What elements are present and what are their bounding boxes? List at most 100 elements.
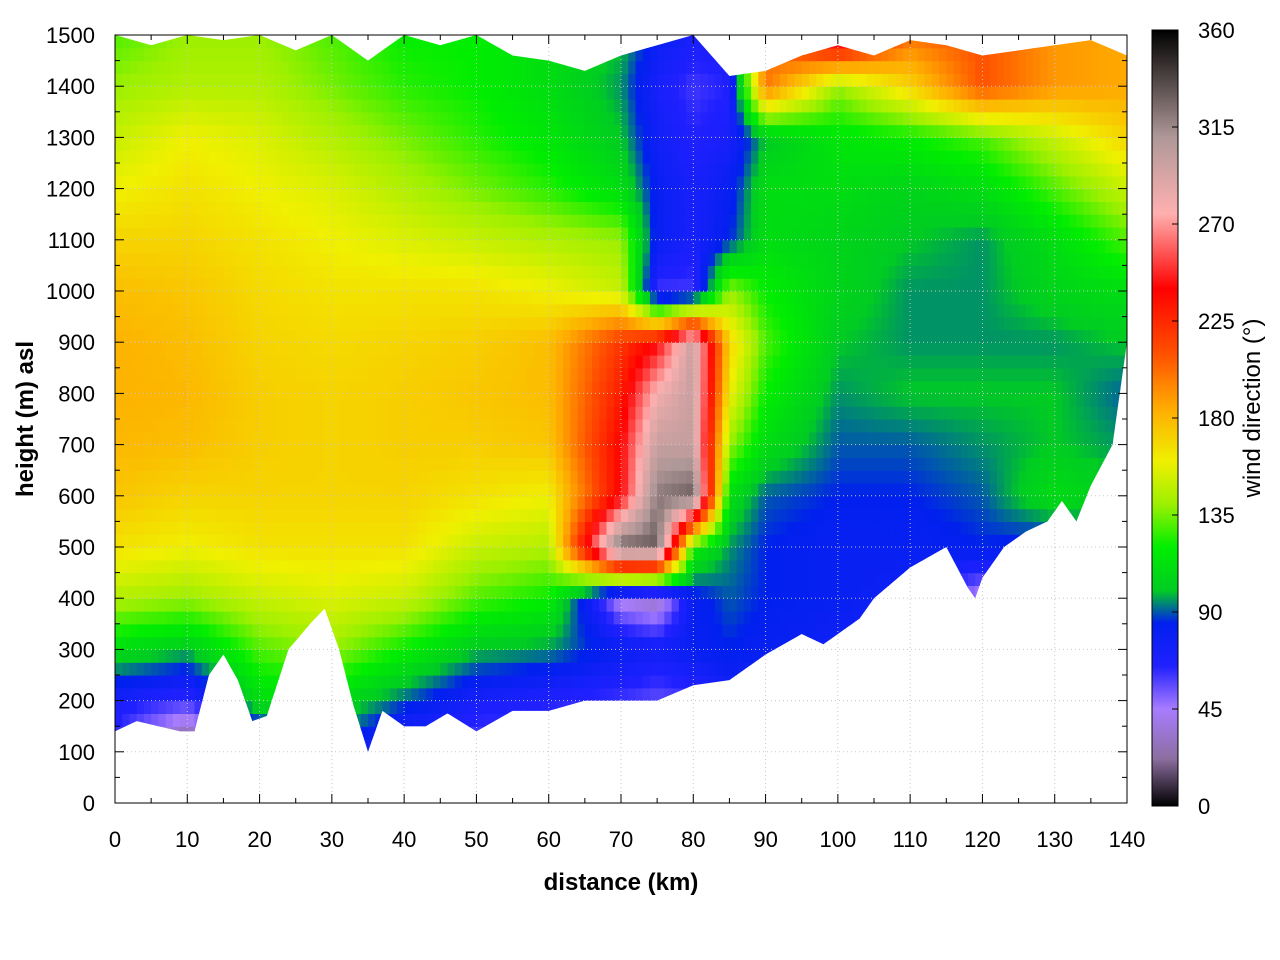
heatmap-cell <box>461 521 470 535</box>
heatmap-cell <box>411 726 420 740</box>
heatmap-cell <box>1004 393 1012 407</box>
heatmap-cell <box>346 355 355 369</box>
heatmap-cell <box>830 483 839 497</box>
heatmap-cell <box>346 393 355 407</box>
heatmap-cell <box>982 700 991 714</box>
heatmap-cell <box>165 431 174 446</box>
heatmap-cell <box>953 739 962 752</box>
heatmap-cell <box>498 790 506 803</box>
heatmap-cell <box>881 752 889 765</box>
heatmap-cell <box>194 431 203 446</box>
heatmap-cell <box>975 534 984 548</box>
heatmap-cell <box>1076 367 1085 382</box>
heatmap-cell <box>1025 419 1034 433</box>
heatmap-cell <box>758 611 767 625</box>
heatmap-cell <box>274 495 282 510</box>
heatmap-cell <box>541 777 549 790</box>
heatmap-cell <box>1011 559 1020 574</box>
heatmap-cell <box>418 649 427 663</box>
heatmap-cell <box>1061 662 1070 676</box>
heatmap-cell <box>549 790 557 803</box>
heatmap-cell <box>830 636 839 650</box>
heatmap-cell <box>1061 431 1070 446</box>
heatmap-cell <box>324 687 333 702</box>
heatmap-cell <box>418 406 427 420</box>
heatmap-cell <box>201 380 210 394</box>
heatmap-cell <box>700 495 709 510</box>
heatmap-cell <box>461 700 470 714</box>
heatmap-cell <box>1083 572 1092 586</box>
heatmap-cell <box>1105 675 1114 689</box>
heatmap-cell <box>527 380 535 394</box>
heatmap-cell <box>411 508 420 522</box>
heatmap-cell <box>1061 559 1070 574</box>
heatmap-cell <box>758 483 767 497</box>
heatmap-cell <box>216 585 225 599</box>
heatmap-cell <box>194 700 203 714</box>
heatmap-cell <box>556 777 564 790</box>
heatmap-cell <box>260 765 268 778</box>
heatmap-cell <box>642 636 651 650</box>
heatmap-cell <box>534 457 543 471</box>
heatmap-cell <box>397 752 405 765</box>
heatmap-cell <box>686 406 694 420</box>
heatmap-cell <box>614 777 622 790</box>
heatmap-cell <box>996 649 1005 663</box>
heatmap-cell <box>541 585 550 599</box>
heatmap-cell <box>765 585 774 599</box>
heatmap-cell <box>837 687 846 702</box>
heatmap-cell <box>874 675 882 689</box>
heatmap-cell <box>461 687 470 702</box>
heatmap-cell <box>187 483 196 497</box>
heatmap-cell <box>396 470 405 484</box>
heatmap-cell <box>1119 406 1127 420</box>
heatmap-cell <box>736 444 745 458</box>
heatmap-cell <box>671 470 680 484</box>
heatmap-cell <box>1019 790 1027 803</box>
heatmap-cell <box>577 342 586 356</box>
heatmap-cell <box>396 380 405 394</box>
heatmap-cell <box>216 380 225 394</box>
heatmap-cell <box>982 585 991 599</box>
heatmap-cell <box>1119 470 1127 484</box>
heatmap-cell <box>910 585 918 599</box>
heatmap-cell <box>382 559 391 574</box>
heatmap-cell <box>339 559 347 574</box>
heatmap-cell <box>910 431 918 446</box>
heatmap-cell <box>743 649 752 663</box>
heatmap-cell <box>187 419 196 433</box>
heatmap-cell <box>570 739 579 752</box>
heatmap-cell <box>519 687 528 702</box>
heatmap-cell <box>1025 636 1034 650</box>
heatmap-cell <box>259 495 268 510</box>
heatmap-cell <box>708 765 716 778</box>
heatmap-cell <box>310 393 318 407</box>
heatmap-cell <box>780 675 788 689</box>
heatmap-cell <box>396 534 405 548</box>
heatmap-cell <box>201 457 210 471</box>
heatmap-cell <box>686 495 694 510</box>
heatmap-cell <box>989 649 998 663</box>
heatmap-cell <box>910 598 918 612</box>
heatmap-cell <box>592 675 600 689</box>
heatmap-cell <box>339 636 347 650</box>
heatmap-cell <box>129 547 138 561</box>
heatmap-cell <box>483 393 492 407</box>
heatmap-cell <box>461 380 470 394</box>
heatmap-cell <box>621 508 629 522</box>
heatmap-cell <box>208 367 217 382</box>
heatmap-cell <box>469 393 478 407</box>
heatmap-cell <box>1018 675 1027 689</box>
heatmap-cell <box>1069 406 1077 420</box>
heatmap-cell <box>917 598 926 612</box>
heatmap-cell <box>331 547 340 561</box>
heatmap-cell <box>758 547 767 561</box>
heatmap-cell <box>859 547 868 561</box>
heatmap-cell <box>722 457 731 471</box>
heatmap-cell <box>678 598 687 612</box>
heatmap-cell <box>693 380 702 394</box>
heatmap-cell <box>143 572 152 586</box>
heatmap-cell <box>874 687 882 702</box>
heatmap-cell <box>295 393 304 407</box>
heatmap-cell <box>143 444 152 458</box>
